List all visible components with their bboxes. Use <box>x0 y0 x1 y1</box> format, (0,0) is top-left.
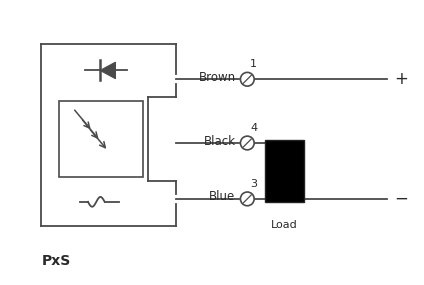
Circle shape <box>240 136 254 150</box>
Text: −: − <box>394 190 408 208</box>
Text: Black: Black <box>204 135 236 148</box>
Text: Load: Load <box>271 220 298 230</box>
Circle shape <box>240 72 254 86</box>
Text: +: + <box>394 70 408 88</box>
Bar <box>59 101 143 177</box>
Text: 3: 3 <box>250 179 257 189</box>
Text: 4: 4 <box>250 123 257 133</box>
Text: Brown: Brown <box>198 71 236 84</box>
Circle shape <box>240 192 254 206</box>
Bar <box>265 140 304 202</box>
Text: Blue: Blue <box>209 190 236 203</box>
Polygon shape <box>100 62 115 79</box>
Text: 1: 1 <box>250 60 257 70</box>
Text: PxS: PxS <box>42 254 71 268</box>
